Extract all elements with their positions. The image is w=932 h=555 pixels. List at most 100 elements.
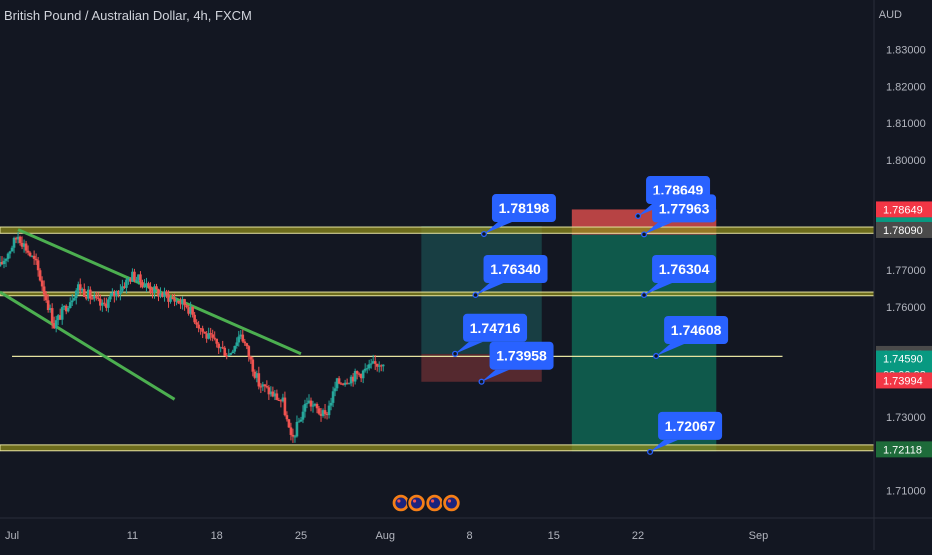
trend-channel-line[interactable] <box>0 290 176 401</box>
callout-pointer <box>475 283 504 296</box>
price-callout-box[interactable] <box>664 315 729 344</box>
callout-anchor-dot <box>641 291 648 299</box>
candle-up <box>56 315 60 321</box>
price-callout-box[interactable] <box>489 341 554 370</box>
candle-down <box>245 343 249 347</box>
flag-detail <box>397 499 401 503</box>
candle-down <box>205 333 208 339</box>
price-callout-label: 1.73958 <box>496 348 547 364</box>
candle-down <box>149 286 152 292</box>
price-callout-label: 1.78649 <box>653 182 704 198</box>
candle-down <box>201 328 204 332</box>
candle-up <box>115 290 118 297</box>
candle-up <box>68 302 72 308</box>
candle-up <box>16 236 20 240</box>
candle-down <box>345 382 349 384</box>
candle-down <box>117 290 120 295</box>
candle-down <box>32 255 36 259</box>
candle-down <box>0 262 4 265</box>
price-callout-box[interactable] <box>483 255 548 284</box>
callout-pointer <box>644 283 673 296</box>
candle-down <box>64 305 68 312</box>
candle-up <box>381 364 385 367</box>
support-resistance-zone[interactable] <box>0 291 875 297</box>
candle-up <box>131 271 134 282</box>
callout-anchor-dot <box>653 352 660 360</box>
candle-up <box>219 347 223 349</box>
currency-label: AUD <box>878 9 902 21</box>
candle-up <box>4 258 8 261</box>
candle-up <box>255 373 259 378</box>
price-callout-box[interactable] <box>463 313 528 342</box>
candle-down <box>271 391 275 397</box>
price-tick-label: 1.71000 <box>886 485 926 497</box>
callout-anchor-dot <box>452 350 459 357</box>
candle-down <box>217 343 221 349</box>
price-callout-box[interactable] <box>658 411 723 440</box>
candle-up <box>235 342 239 346</box>
price-tag-label: 1.72118 <box>883 444 922 456</box>
candle-down <box>315 404 319 409</box>
candle-down <box>113 292 116 297</box>
candle-down <box>97 297 100 299</box>
candle-up <box>8 251 12 254</box>
price-callout-box[interactable] <box>652 194 717 223</box>
candle-up <box>301 411 305 420</box>
flag-inner <box>411 497 423 509</box>
candle-down <box>341 383 345 385</box>
price-tick-label: 1.77000 <box>886 265 926 277</box>
candle-up <box>175 300 178 302</box>
price-callout-box[interactable] <box>491 194 556 223</box>
candle-up <box>181 299 184 305</box>
candle-up <box>295 421 299 437</box>
price-callout-label: 1.77963 <box>659 200 710 216</box>
candle-up <box>6 253 10 259</box>
support-resistance-zone[interactable] <box>0 444 875 452</box>
candle-up <box>137 274 140 280</box>
candle-down <box>155 286 158 290</box>
candle-up <box>321 410 325 416</box>
price-tag <box>876 372 932 389</box>
price-callout-label: 1.76304 <box>659 261 710 277</box>
candle-up <box>145 283 148 286</box>
candle-down <box>323 410 327 414</box>
price-tick-label: 1.83000 <box>886 45 926 57</box>
candle-up <box>239 334 243 337</box>
flag-inner <box>445 497 457 509</box>
price-tag-label: 1.78649 <box>883 204 923 216</box>
time-tick-label: Jul <box>5 530 19 542</box>
price-callout-label: 1.74608 <box>671 322 722 338</box>
candle-down <box>375 363 379 367</box>
support-resistance-zone[interactable] <box>0 226 875 234</box>
candle-down <box>90 298 94 300</box>
candle-down <box>325 413 329 416</box>
candle-down <box>267 387 271 395</box>
candle-down <box>88 289 92 299</box>
price-callout-box[interactable] <box>652 255 717 284</box>
time-tick-label: 15 <box>548 530 560 542</box>
candle-down <box>319 413 323 416</box>
candle-down <box>355 371 359 374</box>
candle-down <box>84 296 88 299</box>
candle-down <box>139 274 142 283</box>
callout-anchor-dot <box>647 448 654 455</box>
candle-down <box>225 355 229 357</box>
candle-down <box>339 383 343 385</box>
candle-up <box>365 368 369 370</box>
candle-up <box>367 364 371 369</box>
candle-down <box>241 334 245 342</box>
candle-up <box>273 393 277 397</box>
candle-down <box>213 337 216 339</box>
candle-up <box>76 284 80 291</box>
candle-down <box>103 302 106 304</box>
candle-down <box>183 299 186 306</box>
candle-down <box>157 289 160 297</box>
candle-up <box>327 405 331 416</box>
candle-up <box>30 255 34 257</box>
callout-pointer <box>481 369 510 382</box>
candle-up <box>371 361 375 364</box>
candle-up <box>135 279 138 282</box>
flag-inner <box>395 497 407 509</box>
